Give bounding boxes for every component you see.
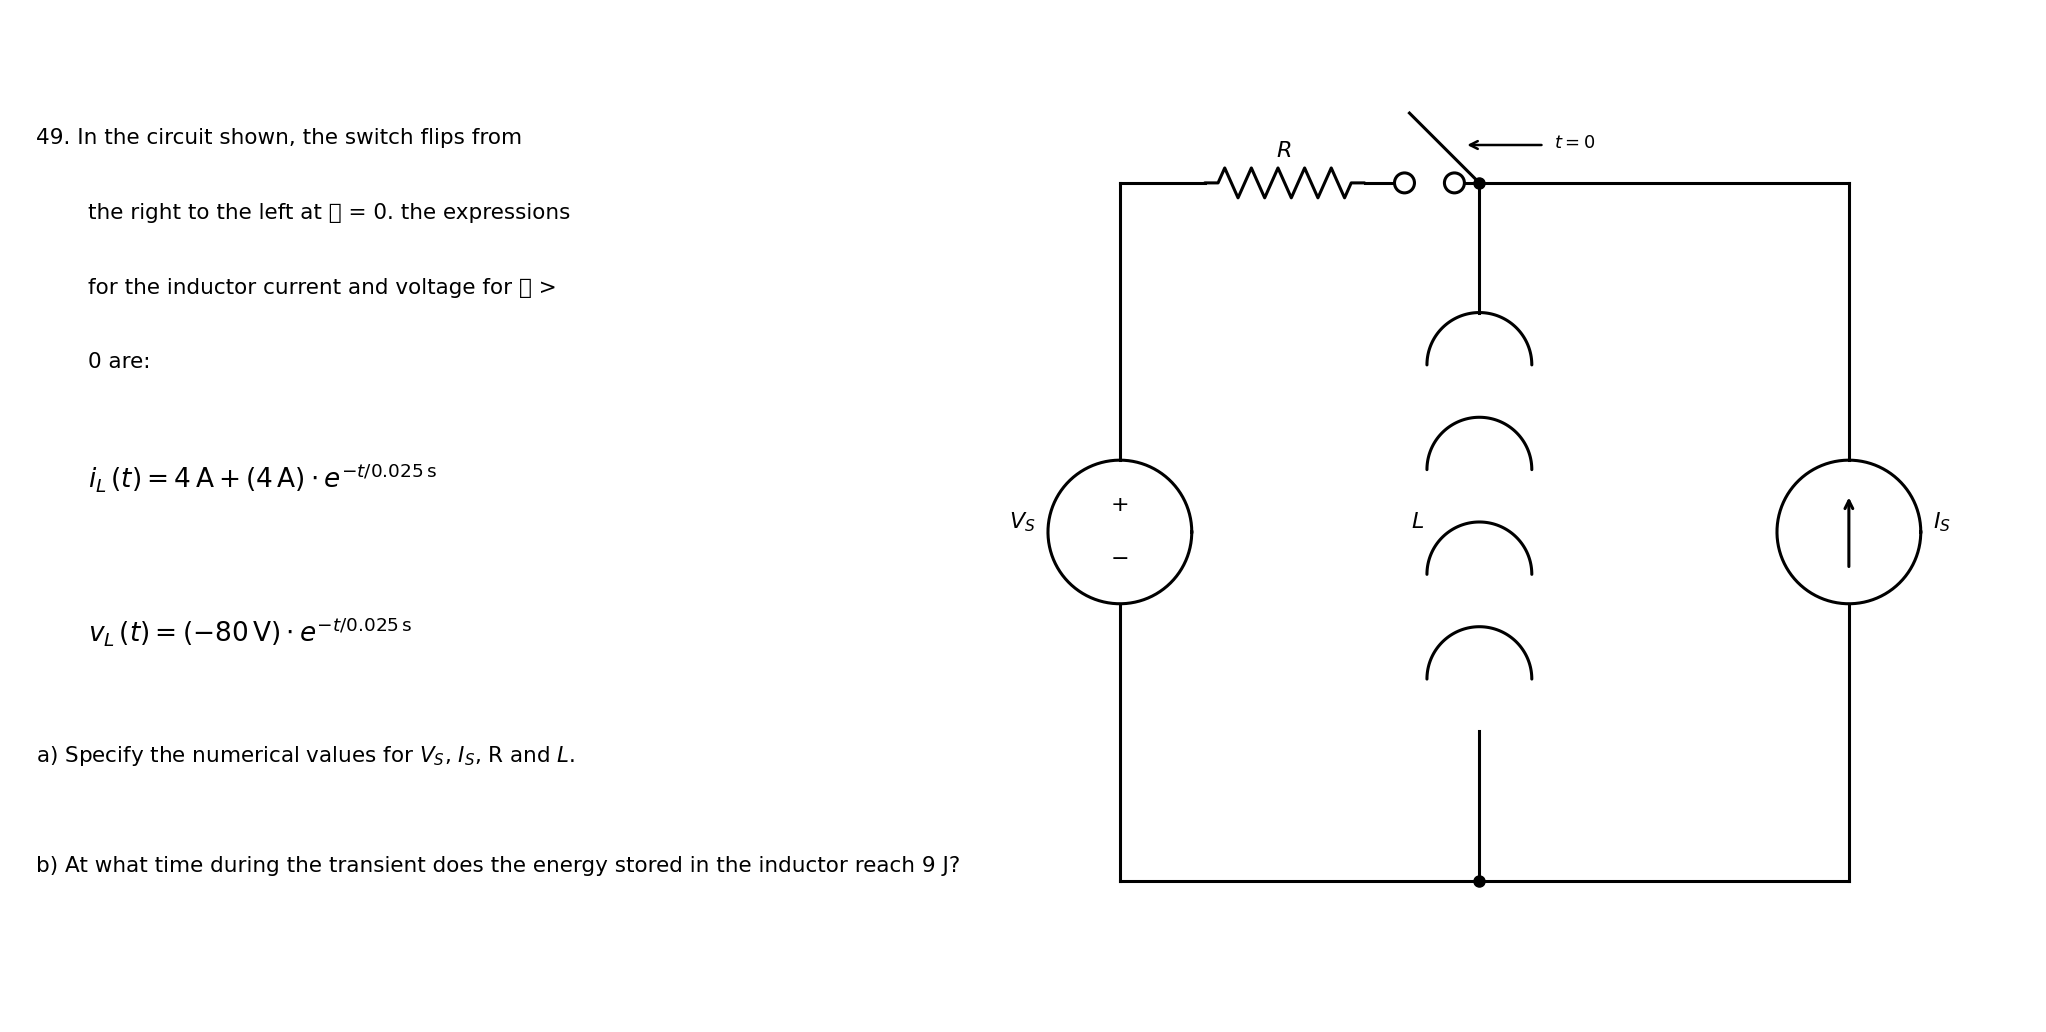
Text: $v_L\,(t) = (-80\,\mathrm{V})\cdot e^{-t/0.025\,\mathrm{s}}$: $v_L\,(t) = (-80\,\mathrm{V})\cdot e^{-t… bbox=[88, 615, 413, 648]
Circle shape bbox=[1395, 173, 1414, 193]
Text: 49. In the circuit shown, the switch flips from: 49. In the circuit shown, the switch fli… bbox=[37, 128, 522, 148]
Text: −: − bbox=[1111, 549, 1129, 570]
Text: a) Specify the numerical values for $V_S$, $I_S$, R and $L$.: a) Specify the numerical values for $V_S… bbox=[37, 744, 575, 769]
Text: $i_L\,(t) = 4\,\mathrm{A} + (4\,\mathrm{A})\cdot e^{-t/0.025\,\mathrm{s}}$: $i_L\,(t) = 4\,\mathrm{A} + (4\,\mathrm{… bbox=[88, 460, 438, 493]
Text: the right to the left at 𝑡 = 0. the expressions: the right to the left at 𝑡 = 0. the expr… bbox=[88, 203, 571, 223]
Text: for the inductor current and voltage for 𝑡 >: for the inductor current and voltage for… bbox=[88, 278, 557, 297]
Text: $L$: $L$ bbox=[1412, 512, 1424, 531]
Circle shape bbox=[1444, 173, 1465, 193]
Text: $I_S$: $I_S$ bbox=[1933, 510, 1950, 534]
Text: $t = 0$: $t = 0$ bbox=[1555, 134, 1596, 152]
Text: +: + bbox=[1111, 494, 1129, 515]
Text: b) At what time during the transient does the energy stored in the inductor reac: b) At what time during the transient doe… bbox=[37, 857, 960, 876]
Text: 0 are:: 0 are: bbox=[88, 353, 151, 373]
Text: R: R bbox=[1277, 141, 1293, 161]
Text: $V_S$: $V_S$ bbox=[1009, 510, 1035, 534]
